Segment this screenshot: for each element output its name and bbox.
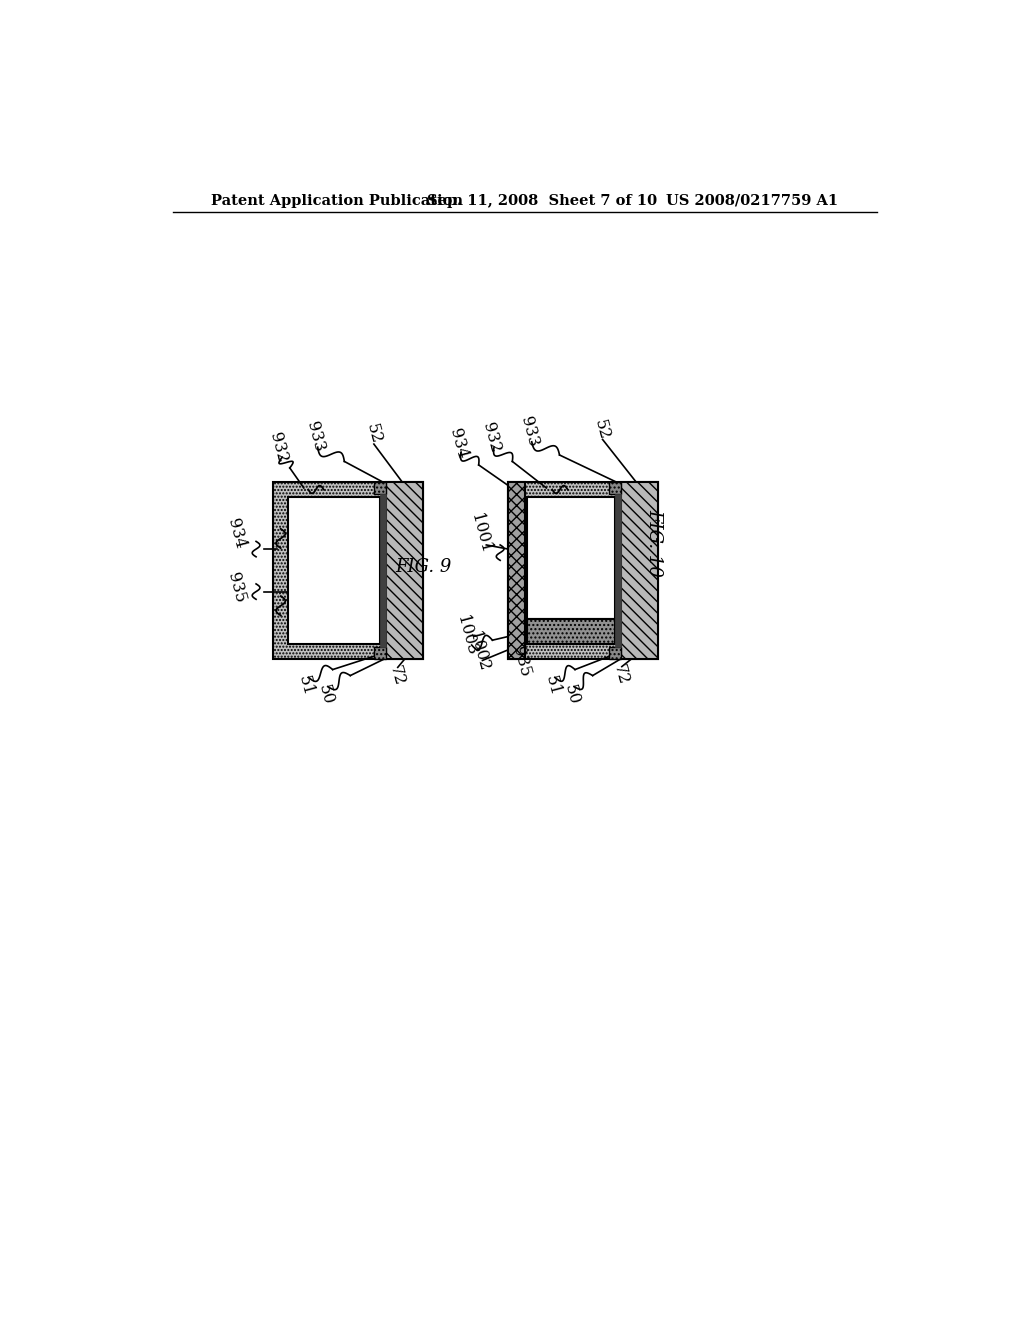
Text: 933: 933 [517,414,542,449]
Bar [380,494,386,647]
Text: Patent Application Publication: Patent Application Publication [211,194,464,207]
Bar [608,647,621,659]
Text: 1003: 1003 [454,614,480,657]
Bar [508,482,525,659]
Text: US 2008/0217759 A1: US 2008/0217759 A1 [666,194,838,207]
Text: 50: 50 [561,682,583,708]
Text: 72: 72 [609,663,631,688]
Text: 52: 52 [362,422,384,446]
Bar [527,619,614,644]
Text: 50: 50 [314,682,336,708]
Bar [621,482,658,659]
Text: FIG. 9: FIG. 9 [395,557,452,576]
Text: 51: 51 [542,673,563,698]
Text: 935: 935 [224,570,248,605]
Bar [508,482,658,659]
Text: 933: 933 [303,420,328,454]
Text: 72: 72 [385,664,408,688]
Bar [608,482,621,494]
Text: 935: 935 [510,644,534,678]
Text: FIG. 10: FIG. 10 [645,510,664,577]
Text: Sep. 11, 2008  Sheet 7 of 10: Sep. 11, 2008 Sheet 7 of 10 [427,194,657,207]
Text: 52: 52 [591,417,612,441]
Text: 932: 932 [266,430,291,465]
Bar [374,482,386,494]
Text: 1002: 1002 [465,630,493,673]
Bar [527,498,614,619]
Bar [273,482,423,659]
Text: 934: 934 [224,516,248,550]
Bar [374,647,386,659]
Text: 51: 51 [295,673,317,698]
Text: 1001: 1001 [467,512,495,556]
Text: 932: 932 [479,420,503,454]
Bar [386,482,423,659]
Bar [289,498,380,644]
Bar [614,494,621,647]
Text: 934: 934 [445,426,470,461]
